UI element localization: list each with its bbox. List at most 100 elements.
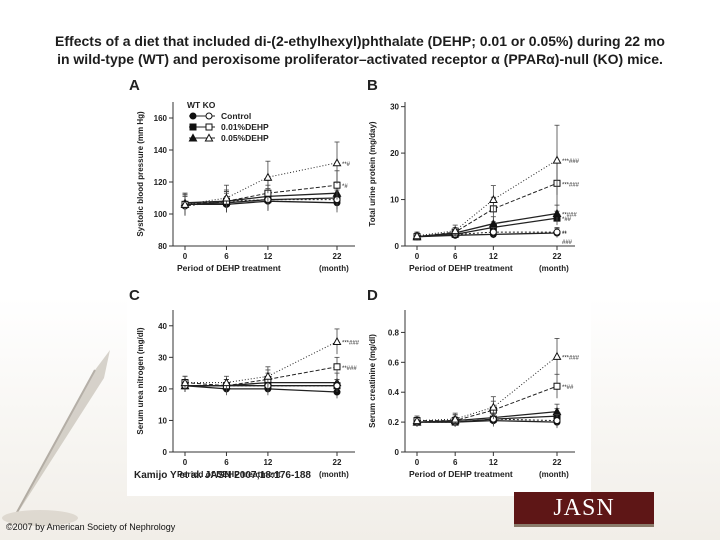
panel-a-series-line (184, 192, 338, 204)
panel-b-significance-label: *## (562, 217, 572, 223)
panel-a-data-point (263, 172, 273, 181)
panel-d-data-point (553, 417, 561, 425)
panel-d-x-tick-label: 6 (453, 458, 458, 467)
panel-d-y-tick-label: 0.8 (388, 328, 400, 337)
panel-c-y-tick-label: 30 (158, 353, 167, 362)
panel-d-x-tick-label: 12 (489, 458, 498, 467)
panel-d-y-tick-label: 0.2 (388, 418, 400, 427)
panel-c-series-line (184, 366, 338, 387)
panel-a-chart: A 80 100 120 140 160 0 6 12 22 Period of DEHP trea… (129, 77, 355, 273)
panel-c-x-tick-label: 0 (183, 458, 188, 467)
panel-c-y-tick-label: 20 (158, 385, 167, 394)
panel-a-series-ko-0-01-dehp (181, 170, 341, 214)
panel-b-y-tick-label: 10 (390, 196, 399, 205)
panel-a-series-wt-0-01-dehp (181, 186, 341, 214)
panel-d-y-label: Serum creatinine (mg/dl) (368, 334, 377, 428)
panel-c-data-point (333, 363, 341, 371)
panel-b-series-ko-0-05-dehp (412, 124, 562, 240)
panel-a-y-tick-label: 140 (154, 146, 168, 155)
panel-c-y-tick-label: 0 (163, 448, 168, 457)
panel-a-y-tick-label: 160 (154, 114, 168, 123)
panel-b-y-label: Total urine protein (mg/day) (368, 121, 377, 227)
legend-label: 0.05%DEHP (221, 133, 269, 143)
legend-marker-ko (204, 133, 214, 142)
panel-b-data-point (552, 155, 562, 164)
panel-c-x-unit: (month) (319, 470, 349, 479)
title-line-1: Effects of a diet that included di-(2-et… (55, 33, 665, 49)
panel-d-data-point (488, 402, 498, 411)
panel-c-x-label: Period of DEHP treatment (177, 469, 281, 479)
panel-a-data-point (332, 158, 342, 167)
panel-a-series-line (185, 200, 338, 206)
quill-pen-decoration (2, 350, 110, 526)
panel-c-data-point (333, 382, 341, 390)
panel-a-y-label: Systolic blood pressure (mm Hg) (136, 111, 145, 237)
panel-a-y-tick-label: 80 (158, 242, 167, 251)
panel-a-series-line (184, 184, 338, 205)
panel-d-letter: D (367, 287, 378, 304)
panel-a-x-tick-label: 0 (183, 252, 188, 261)
panel-b-significance-label: ** (562, 232, 567, 238)
panel-a-significance-label: *# (342, 184, 348, 190)
panel-b-data-point (489, 228, 497, 236)
panel-b-x-tick-label: 6 (453, 252, 458, 261)
panel-b-data-point (553, 228, 561, 236)
figure-panel: A 80 100 120 140 160 0 6 12 22 Period of DEHP trea… (127, 76, 591, 496)
panel-a-x-label: Period of DEHP treatment (177, 263, 281, 273)
panel-c-series-line (185, 341, 338, 384)
panel-d-y-tick-label: 0 (395, 448, 400, 457)
jasn-logo: JASN (514, 492, 654, 524)
panel-b-y-tick-label: 30 (390, 103, 399, 112)
panel-a-letter: A (129, 77, 140, 94)
panel-b-x-tick-label: 22 (553, 252, 562, 261)
panel-c-x-tick-label: 12 (263, 458, 272, 467)
panel-b-x-label: Period of DEHP treatment (409, 263, 513, 273)
panel-d-series-line (416, 355, 558, 422)
panel-b-letter: B (367, 77, 378, 94)
panel-b-y-tick-label: 0 (395, 242, 400, 251)
panel-c-letter: C (129, 287, 140, 304)
legend-label: Control (221, 111, 251, 121)
panel-a-series-wt-0-05-dehp (180, 181, 342, 213)
panel-c-y-label: Serum urea nitrogen (mg/dl) (136, 327, 145, 434)
panel-d-x-tick-label: 22 (553, 458, 562, 467)
legend-header: WT KO (187, 100, 216, 110)
panel-d-data-point (450, 414, 460, 423)
panel-c-x-tick-label: 6 (224, 458, 229, 467)
panel-a-x-tick-label: 12 (263, 252, 272, 261)
panel-b-data-point (488, 219, 498, 228)
panel-a-series-line (184, 199, 337, 207)
logo-rule (514, 524, 654, 527)
panel-c-series-line (184, 385, 338, 393)
panel-b-data-point (450, 226, 460, 235)
panel-c-y-tick-label: 40 (158, 322, 167, 331)
panel-c-data-point (180, 377, 190, 387)
legend-marker-wt (188, 133, 198, 142)
panel-b-series-line (416, 231, 557, 238)
panel-d-series-wt-0-05-dehp (412, 403, 562, 427)
panel-b-data-point (412, 231, 422, 240)
panel-b-x-unit: (month) (539, 264, 569, 273)
panel-d-chart: D 0 0.2 0.4 0.6 0.8 0 6 12 22 Period of DEHP treat… (367, 287, 580, 479)
legend-marker-ko (205, 112, 213, 120)
copyright-notice: ©2007 by American Society of Nephrology (6, 522, 176, 532)
panel-a-x-tick-label: 6 (224, 252, 229, 261)
panel-d-series-line (417, 418, 558, 423)
panel-a-x-tick-label: 22 (333, 252, 342, 261)
panel-b-x-tick-label: 12 (489, 252, 498, 261)
panel-d-data-point (552, 351, 562, 360)
panel-d-y-tick-label: 0.4 (388, 388, 400, 397)
panel-b-data-point (488, 194, 498, 204)
panel-c-significance-label: **### (342, 366, 357, 372)
panel-c-data-point (332, 336, 342, 346)
panel-b-x-tick-label: 0 (415, 252, 420, 261)
panel-d-x-unit: (month) (539, 470, 569, 479)
panel-c-x-tick-label: 22 (333, 458, 342, 467)
panel-b-significance-label: ***### (562, 159, 580, 165)
legend-marker-wt (189, 123, 197, 131)
panel-a-y-tick-label: 100 (154, 210, 168, 219)
panel-d-series-line (416, 410, 558, 423)
title-line-2: in wild-type (WT) and peroxisome prolife… (57, 51, 663, 67)
